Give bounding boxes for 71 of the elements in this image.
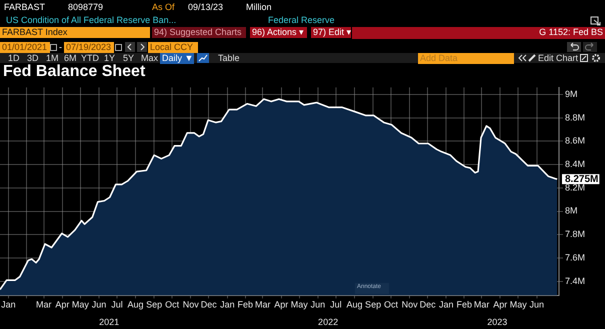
x2-tick-label: 2022: [318, 317, 338, 328]
x-tick-label: Jul: [330, 299, 342, 310]
text: G 1152: Fed BS: [352, 27, 605, 38]
text: Million: [245, 2, 273, 13]
x-tick-label: Jul: [111, 299, 123, 310]
text: YTD: [80, 53, 100, 64]
text: 5Y: [122, 53, 136, 64]
x-tick-label: Apr: [493, 299, 508, 310]
text: Table: [217, 53, 241, 64]
x-tick-label: May: [290, 299, 308, 310]
x-tick-label: Oct: [165, 299, 180, 310]
x-tick-label: Mar: [254, 299, 270, 310]
x-tick-label: Nov: [402, 299, 418, 310]
x-tick-label: Aug: [128, 299, 144, 310]
x-tick-label: Apr: [274, 299, 288, 310]
text: US Condition of All Federal Reserve Ban...: [5, 15, 178, 26]
x-tick-label: Apr: [55, 299, 70, 310]
x-tick-label: Oct: [384, 299, 399, 310]
chart-title: Fed Balance Sheet: [3, 63, 146, 81]
text: 3D: [26, 53, 40, 64]
text: Daily ▼: [160, 53, 194, 64]
text: 07/19/2023: [64, 42, 114, 53]
y-tick-label: 7.6M: [564, 252, 586, 262]
text: As Of: [151, 2, 176, 13]
x-tick-label: Feb: [456, 299, 472, 310]
y-tick-label: 7.8M: [564, 229, 586, 240]
text: FARBAST Index: [0, 27, 150, 38]
y-tick-label: 7.4M: [564, 276, 586, 286]
x-tick-label: Jun: [530, 299, 544, 310]
text: 8098779: [67, 2, 104, 13]
text: Local CCY: [148, 42, 198, 53]
y-tick-label: 8.2M: [564, 182, 586, 192]
text: -: [58, 42, 63, 53]
x-tick-label: Dec: [200, 299, 218, 310]
annotation: 8.275M: [564, 174, 598, 185]
text: 6M: [63, 53, 78, 64]
x2-tick-label: 2021: [99, 317, 120, 328]
text: Edit Chart: [537, 53, 580, 64]
y-tick-label: 8.6M: [564, 136, 586, 146]
x-tick-label: May: [72, 299, 90, 310]
x-tick-label: Jan: [438, 299, 454, 310]
y-tick-label: 9M: [564, 88, 578, 99]
text: 94) Suggested Charts: [152, 27, 246, 38]
x2-tick-label: 2023: [487, 317, 508, 328]
x-tick-label: May: [510, 299, 528, 310]
x-tick-label: Jan: [220, 299, 235, 310]
x-tick-label: Jun: [310, 299, 326, 310]
x-tick-label: Sep: [146, 299, 162, 310]
text: 01/01/2021: [0, 42, 50, 53]
x-tick-label: Feb: [238, 299, 254, 310]
x-tick-label: Nov: [182, 299, 200, 310]
y-tick-label: 8.8M: [564, 112, 586, 122]
text: Add Data: [418, 53, 514, 64]
text: Max: [140, 53, 160, 64]
text: 09/13/23: [187, 2, 224, 13]
x-tick-label: Jan: [1, 299, 16, 310]
x-tick-label: Jun: [92, 299, 106, 310]
x-tick-label: Mar: [474, 299, 490, 310]
text: FARBAST: [3, 2, 46, 13]
text: 97) Edit ▾: [311, 27, 352, 38]
text: 96) Actions ▾: [250, 27, 307, 38]
text: 1Y: [103, 53, 116, 64]
y-tick-label: 8M: [564, 206, 578, 216]
text: Federal Reserve: [267, 15, 336, 26]
x-tick-label: Mar: [36, 299, 52, 310]
x-tick-label: Dec: [420, 299, 436, 310]
x-tick-label: Sep: [365, 299, 382, 310]
text: 1D: [7, 53, 21, 64]
x-tick-label: Aug: [346, 299, 362, 310]
y-tick-label: 8.4M: [564, 159, 586, 170]
text: 1M: [45, 53, 60, 64]
